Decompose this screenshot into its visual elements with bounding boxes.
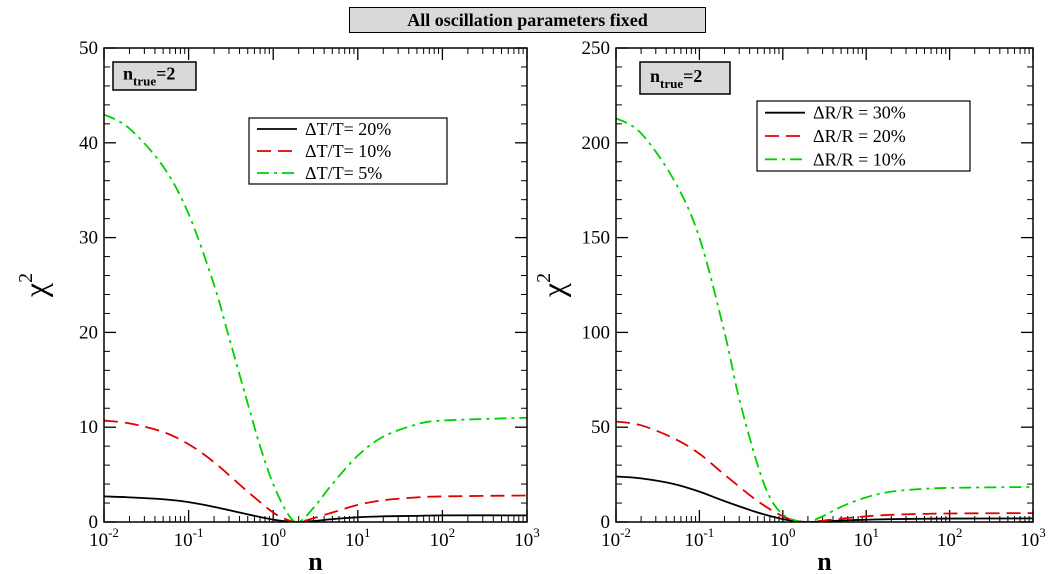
legend-label-1: ΔR/R = 30% bbox=[813, 103, 906, 123]
series-line-3 bbox=[616, 117, 1033, 522]
series-line-2 bbox=[104, 419, 527, 522]
annotation-text: ntrue=2 bbox=[123, 63, 175, 88]
x-tick-label: 100 bbox=[770, 525, 796, 551]
x-tick-label: 10-1 bbox=[174, 525, 204, 551]
legend-label-3: ΔT/T= 5% bbox=[305, 163, 382, 183]
x-tick-label: 102 bbox=[937, 525, 963, 551]
x-tick-label: 101 bbox=[345, 525, 371, 551]
annotation-box bbox=[639, 61, 731, 95]
legend-label-3: ΔR/R = 10% bbox=[813, 149, 906, 169]
legend-label-2: ΔR/R = 20% bbox=[813, 126, 906, 146]
plot-frame bbox=[615, 47, 1034, 523]
y-tick-label: 0 bbox=[89, 512, 99, 533]
figure-title: All oscillation parameters fixed bbox=[349, 7, 706, 33]
x-tick-label: 103 bbox=[514, 525, 540, 551]
x-tick-label: 100 bbox=[260, 525, 286, 551]
y-tick-label: 200 bbox=[582, 133, 611, 154]
y-tick-label: 10 bbox=[79, 417, 98, 438]
x-axis-label: n bbox=[817, 547, 832, 574]
legend-label-1: ΔT/T= 20% bbox=[305, 119, 391, 139]
y-tick-label: 40 bbox=[79, 133, 98, 154]
y-tick-label: 150 bbox=[582, 228, 611, 249]
series-line-2 bbox=[616, 420, 1033, 522]
x-axis-label: n bbox=[308, 547, 323, 574]
y-tick-label: 250 bbox=[582, 38, 611, 59]
y-tick-label: 30 bbox=[79, 228, 98, 249]
y-axis-label: χ2 bbox=[15, 273, 53, 298]
chart-panel-2: 10-2 10-1 100 101 102 103 0 50 100 150 200 250 ntrue… bbox=[533, 38, 1046, 574]
annotation-text: ntrue=2 bbox=[650, 66, 702, 91]
y-axis-label: χ2 bbox=[533, 273, 571, 298]
plot-frame bbox=[103, 47, 528, 523]
y-tick-label: 0 bbox=[601, 512, 611, 533]
legend-label-2: ΔT/T= 10% bbox=[305, 141, 391, 161]
series-line-3 bbox=[104, 113, 527, 522]
y-tick-label: 50 bbox=[79, 38, 98, 59]
chart-panel-1: 10-2 10-1 100 101 102 103 0 10 20 30 40 50 ntrue=2 ΔT… bbox=[15, 38, 540, 574]
y-tick-label: 50 bbox=[591, 417, 610, 438]
y-tick-label: 20 bbox=[79, 322, 98, 343]
x-tick-label: 101 bbox=[853, 525, 879, 551]
y-tick-label: 100 bbox=[582, 322, 611, 343]
x-tick-label: 10-2 bbox=[89, 525, 119, 551]
x-tick-label: 10-1 bbox=[684, 525, 714, 551]
x-tick-label: 103 bbox=[1020, 525, 1046, 551]
x-tick-label: 10-2 bbox=[601, 525, 631, 551]
annotation-box bbox=[112, 61, 197, 91]
x-tick-label: 102 bbox=[430, 525, 456, 551]
